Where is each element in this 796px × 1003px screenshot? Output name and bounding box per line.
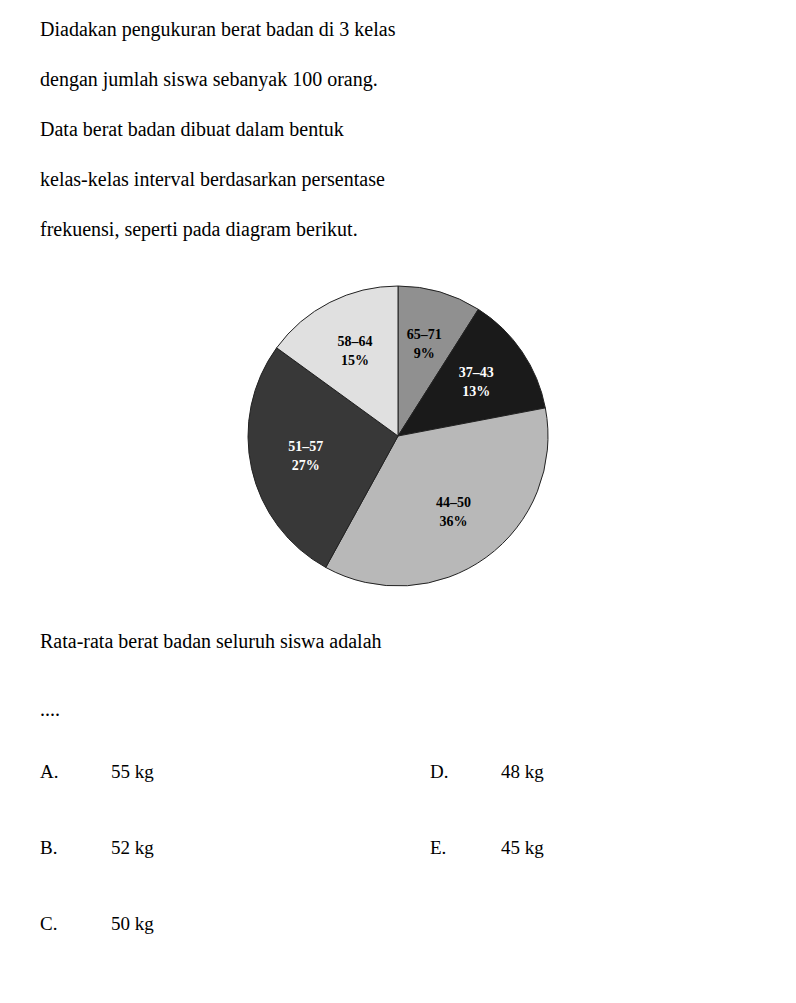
question-dots: ....: [40, 698, 60, 720]
answer-text: 45 kg: [501, 837, 544, 858]
paragraph-line: frekuensi, seperti pada diagram berikut.: [40, 218, 358, 241]
answers: A. 55 kg B. 52 kg C. 50 kg D. 48 kg E. 45 kg: [40, 761, 544, 934]
slice-label: 27%: [292, 458, 320, 473]
slice-labels: 65–71 9% 37–43 13% 44–50 36% 51–57 27% 58–64 15%: [288, 327, 493, 528]
slice-label: 15%: [341, 353, 369, 368]
slice-label: 36%: [440, 514, 468, 529]
answer-letter: E.: [430, 837, 446, 858]
slice-label: 65–71: [407, 327, 442, 342]
question-text: Rata-rata berat badan seluruh siswa adal…: [40, 630, 382, 652]
slice-label: 58–64: [338, 334, 373, 349]
paragraph-line: Diadakan pengukuran berat badan di 3 kel…: [40, 18, 396, 41]
answer-letter: C.: [40, 913, 57, 934]
paragraph-line: Data berat badan dibuat dalam bentuk: [40, 118, 344, 140]
pie: 65–71 9% 37–43 13% 44–50 36% 51–57 27% 58–64 15%: [248, 286, 548, 586]
slice-label: 51–57: [288, 439, 323, 454]
answer-text: 55 kg: [111, 761, 154, 782]
answer-letter: D.: [430, 761, 448, 782]
paragraph: Diadakan pengukuran berat badan di 3 kel…: [40, 18, 396, 241]
pie-slice: [277, 286, 398, 436]
slice-label: 13%: [462, 384, 490, 399]
answer-text: 48 kg: [501, 761, 544, 782]
answer-text: 50 kg: [111, 913, 154, 934]
chart-container: Diadakan pengukuran berat badan di 3 kel…: [0, 0, 796, 1003]
question: Rata-rata berat badan seluruh siswa adal…: [40, 630, 382, 720]
slice-label: 9%: [414, 346, 435, 361]
background: [0, 0, 796, 1003]
answer-letter: B.: [40, 837, 57, 858]
slice-label: 37–43: [459, 365, 494, 380]
page: Diadakan pengukuran berat badan di 3 kel…: [0, 0, 796, 1003]
answer-letter: A.: [40, 761, 58, 782]
paragraph-line: dengan jumlah siswa sebanyak 100 orang.: [40, 68, 378, 91]
slices: [248, 286, 548, 586]
paragraph-line: kelas-kelas interval berdasarkan persent…: [40, 168, 385, 191]
slice-label: 44–50: [436, 495, 471, 510]
answer-text: 52 kg: [111, 837, 154, 858]
